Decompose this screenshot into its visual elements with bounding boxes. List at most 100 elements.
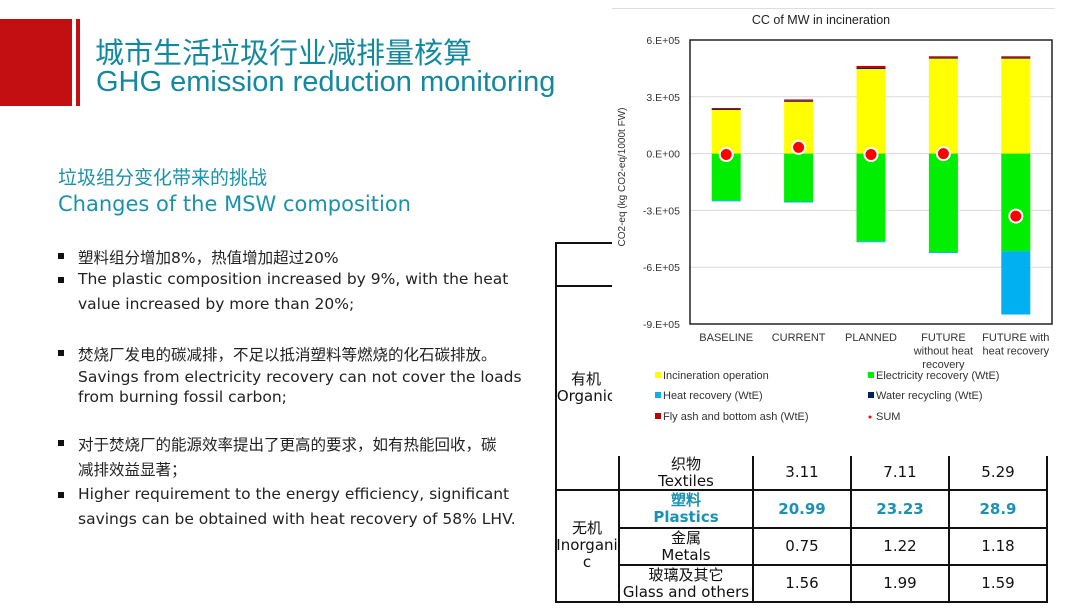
cell-text: 7.11 (883, 463, 917, 481)
bar-segment (784, 99, 814, 101)
bar-segment (928, 57, 958, 59)
x-tick-label: BASELINE (699, 332, 753, 344)
table-cell: 0.75 (753, 528, 851, 565)
table-border (618, 564, 1048, 566)
bullet-text-line: Higher requirement to the energy efficie… (78, 485, 510, 503)
cell-text: 1.56 (785, 574, 819, 592)
page-title-cn: 城市生活垃圾行业减排量核算 (95, 36, 473, 70)
row-label: 塑料 Plastics (620, 490, 752, 528)
bar-segment (928, 56, 958, 58)
chart-title: CC of MW in incineration (752, 13, 890, 27)
legend-swatch (868, 415, 872, 419)
table-cell: 1.22 (851, 528, 949, 565)
cell-text: 金属 (670, 528, 701, 547)
cell-text: 5.29 (981, 463, 1015, 481)
y-tick-label: 6.E+05 (646, 35, 680, 47)
sum-marker (935, 146, 951, 162)
table-cell: 7.11 (851, 455, 949, 490)
legend-swatch (655, 372, 661, 378)
bar-segment (928, 57, 958, 154)
row-label: 玻璃及其它 Glass and others (620, 565, 752, 602)
red-decor-block (0, 19, 72, 106)
y-tick-label: -3.E+05 (643, 205, 680, 217)
bar-segment (1001, 153, 1031, 252)
legend-swatch (655, 413, 661, 419)
legend-label: Heat recovery (WtE) (663, 390, 763, 402)
table-border (850, 455, 852, 603)
table-cell: 23.23 (851, 490, 949, 528)
bullet-text-line: 塑料组分增加8%，热值增加超过20% (78, 249, 339, 267)
bullet-marker (58, 492, 64, 498)
x-tick-label: without heat (913, 346, 973, 358)
table-cell: 1.56 (753, 565, 851, 602)
table-cell: 1.59 (949, 565, 1047, 602)
legend-label: SUM (876, 411, 900, 423)
cell-text: 1.59 (981, 574, 1015, 592)
cell-text: 20.99 (778, 499, 826, 518)
bar-segment (784, 201, 814, 203)
sum-marker (1008, 208, 1024, 224)
organic-label: 有机 Organic (556, 365, 616, 411)
y-tick-label: 3.E+05 (646, 92, 680, 104)
cell-text: Glass and others (622, 582, 750, 601)
y-tick-label: -9.E+05 (643, 319, 680, 331)
row-label: 织物 Textiles (620, 455, 752, 490)
bullet-marker (58, 253, 64, 259)
bar-segment (928, 153, 958, 253)
x-tick-label: heat recovery (982, 346, 1049, 358)
bullet-marker (58, 350, 64, 356)
bar-segment (1001, 251, 1031, 315)
section-subtitle-en: Changes of the MSW composition (58, 192, 411, 216)
cell-text: 1.18 (981, 537, 1015, 555)
y-tick-label: 0.E+00 (646, 149, 680, 161)
sum-marker (863, 147, 879, 163)
bar-segment (856, 65, 886, 69)
x-tick-label: FUTURE (921, 332, 966, 344)
bullet-text-line: The plastic composition increased by 9%,… (78, 270, 509, 288)
cell-text: 1.22 (883, 537, 917, 555)
table-cell: 1.99 (851, 565, 949, 602)
cell-text: 0.75 (785, 537, 819, 555)
plot-frame (689, 39, 1053, 325)
cell-text: 塑料 (670, 491, 701, 509)
table-border (555, 242, 557, 603)
table-border (555, 489, 1048, 491)
cell-text: 23.23 (876, 499, 924, 518)
cell-text: 3.11 (785, 463, 819, 481)
bullet-marker (58, 440, 64, 446)
legend-label: Electricity recovery (WtE) (876, 370, 999, 382)
bullet-text-line: from burning fossil carbon; (78, 388, 287, 406)
sum-marker (791, 139, 807, 155)
cell-text: 织物 (670, 454, 701, 473)
inorganic-label: 无机 Inorgani c (556, 510, 618, 580)
table-border (948, 455, 950, 603)
table-cell: 1.18 (949, 528, 1047, 565)
cell-text: 无机 (571, 518, 602, 537)
table-border (618, 455, 620, 603)
bar-segment (856, 68, 886, 70)
table-border (618, 527, 1048, 529)
y-tick-label: -6.E+05 (643, 262, 680, 274)
table-cell: 3.11 (753, 455, 851, 490)
cell-text: Metals (661, 545, 711, 564)
table-border (555, 242, 612, 244)
section-subtitle-cn: 垃圾组分变化带来的挑战 (58, 167, 268, 189)
bar-segment (856, 241, 886, 243)
table-border (752, 455, 754, 603)
cell-text: 1.99 (883, 574, 917, 592)
bar-segment (711, 200, 741, 202)
table-border (1046, 455, 1048, 603)
table-cell: 5.29 (949, 455, 1047, 490)
bar-segment (711, 108, 741, 110)
row-label: 金属 Metals (620, 528, 752, 565)
cell-text: Inorgani (556, 535, 618, 554)
x-tick-label: FUTURE with (982, 332, 1049, 344)
bullet-text-line: 焚烧厂发电的碳减排，不足以抵消塑料等燃烧的化石碳排放。 (78, 346, 497, 364)
legend-swatch (655, 392, 661, 398)
legend-label: Water recycling (WtE) (876, 390, 983, 402)
stacked-bar-chart: CC of MW in incineration 6.E+05 3.E+05 0.E+… (617, 13, 1053, 423)
cell-text: 28.9 (979, 499, 1017, 518)
bar-segment (856, 68, 886, 154)
bar-segment (1001, 57, 1031, 59)
cell-text: 有机 (570, 370, 601, 388)
